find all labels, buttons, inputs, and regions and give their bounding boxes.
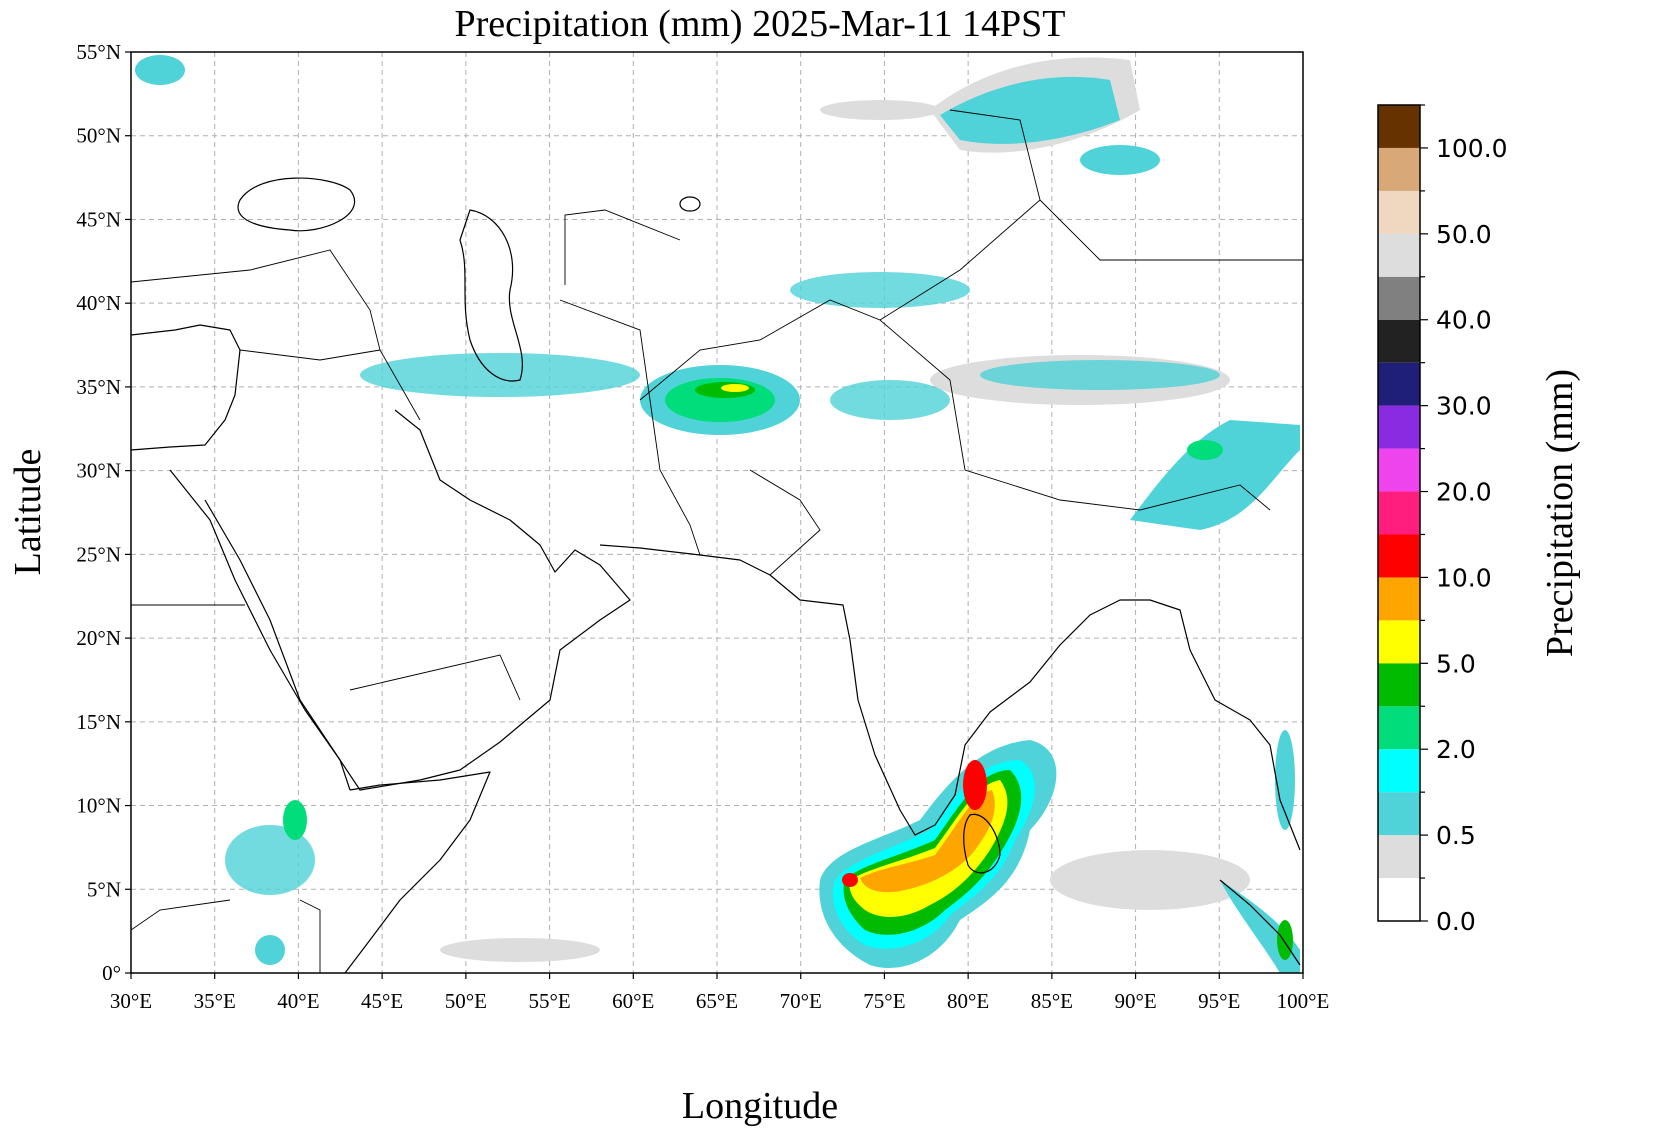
precip-area <box>1275 730 1295 830</box>
coastline <box>459 209 523 382</box>
x-tick-label: 50°E <box>445 989 487 1013</box>
x-tick-label: 70°E <box>780 989 822 1013</box>
x-tick-label: 35°E <box>194 989 236 1013</box>
precip-area <box>1277 920 1293 960</box>
precip-area <box>135 55 185 85</box>
precip-area <box>980 360 1220 390</box>
coastline <box>344 771 491 973</box>
colorbar-band <box>1378 878 1420 921</box>
precip-area <box>940 76 1120 144</box>
colorbar-band <box>1378 577 1420 621</box>
colorbar-tick-label: 50.0 <box>1436 220 1492 249</box>
colorbar-band <box>1378 663 1420 707</box>
coastline <box>599 544 1301 851</box>
lake <box>679 196 701 212</box>
grid <box>130 51 1304 974</box>
precipitation-field <box>131 55 1303 973</box>
precip-area <box>1130 420 1300 530</box>
colorbar-band <box>1378 792 1420 836</box>
chart-title: Precipitation (mm) 2025-Mar-11 14PST <box>454 3 1065 45</box>
y-tick-label: 45°N <box>76 207 121 231</box>
precip-area <box>721 384 749 392</box>
colorbar-band <box>1378 620 1420 664</box>
colorbar-band <box>1378 362 1420 406</box>
colorbar-band <box>1378 448 1420 492</box>
colorbar-tick-label: 20.0 <box>1436 478 1492 507</box>
colorbar-band <box>1378 319 1420 363</box>
precip-area <box>860 790 995 893</box>
x-tick-label: 55°E <box>528 989 570 1013</box>
precip-area <box>360 353 640 397</box>
y-tick-label: 5°N <box>87 877 121 901</box>
coastline <box>131 324 241 451</box>
precip-area <box>842 873 858 887</box>
y-tick-label: 25°N <box>76 542 121 566</box>
y-tick-label: 40°N <box>76 291 121 315</box>
y-tick-label: 10°N <box>76 794 121 818</box>
colorbar-tick-label: 30.0 <box>1436 392 1492 421</box>
x-tick-label: 100°E <box>1277 989 1330 1013</box>
y-tick-label: 35°N <box>76 375 121 399</box>
x-tick-label: 40°E <box>277 989 319 1013</box>
precip-area <box>963 760 987 810</box>
x-tick-label: 65°E <box>696 989 738 1013</box>
precip-area <box>440 938 600 962</box>
x-axis-label: Longitude <box>682 1085 838 1127</box>
y-tick-label: 0° <box>102 961 121 985</box>
precip-area <box>830 380 950 420</box>
colorbar-frame <box>1377 104 1421 922</box>
precip-area <box>1050 850 1250 910</box>
colorbar-band <box>1378 835 1420 879</box>
y-tick-label: 30°N <box>76 459 121 483</box>
coastline <box>963 813 1001 874</box>
colorbar-band <box>1378 749 1420 793</box>
colorbar-band <box>1378 706 1420 750</box>
colorbar-band <box>1378 534 1420 578</box>
x-tick-label: 95°E <box>1198 989 1240 1013</box>
colorbar-tick-label: 5.0 <box>1436 649 1476 678</box>
x-tick-label: 30°E <box>110 989 152 1013</box>
colorbar-band <box>1378 233 1420 277</box>
colorbar-tick-label: 10.0 <box>1436 563 1492 592</box>
x-tick-label: 80°E <box>947 989 989 1013</box>
y-tick-label: 55°N <box>76 40 121 64</box>
precip-area <box>790 272 970 308</box>
x-tick-label: 75°E <box>863 989 905 1013</box>
coastline <box>237 177 356 232</box>
colorbar-tick-label: 0.0 <box>1436 907 1476 936</box>
colorbar-tick-label: 100.0 <box>1436 134 1508 163</box>
precip-area <box>1080 145 1160 175</box>
precip-area <box>255 935 285 965</box>
colorbar-band <box>1378 405 1420 449</box>
x-tick-label: 90°E <box>1114 989 1156 1013</box>
precip-area <box>283 800 307 840</box>
colorbar-band <box>1378 105 1420 148</box>
y-tick-label: 20°N <box>76 626 121 650</box>
x-tick-label: 85°E <box>1031 989 1073 1013</box>
y-tick-label: 15°N <box>76 710 121 734</box>
colorbar-tick-label: 40.0 <box>1436 306 1492 335</box>
precip-area <box>225 825 315 895</box>
y-tick-label: 50°N <box>76 124 121 148</box>
colorbar-band <box>1378 190 1420 234</box>
coastline <box>169 469 351 791</box>
x-tick-label: 45°E <box>361 989 403 1013</box>
colorbar-label: Precipitation (mm) <box>1539 369 1581 657</box>
x-tick-label: 60°E <box>612 989 654 1013</box>
colorbar-tick-label: 2.0 <box>1436 735 1476 764</box>
colorbar-band <box>1378 491 1420 535</box>
colorbar: 0.0 0.5 2.0 5.0 10.0 20.0 30.0 40.0 50.0 100.0 <box>1377 104 1508 936</box>
colorbar-band <box>1378 276 1420 320</box>
coastline <box>1219 879 1301 966</box>
border <box>131 109 1303 973</box>
coastline <box>204 409 631 791</box>
y-axis-label: Latitude <box>7 449 49 576</box>
precip-area <box>820 100 940 120</box>
colorbar-tick-label: 0.5 <box>1436 821 1476 850</box>
colorbar-band <box>1378 147 1420 191</box>
precip-area <box>1187 440 1223 460</box>
